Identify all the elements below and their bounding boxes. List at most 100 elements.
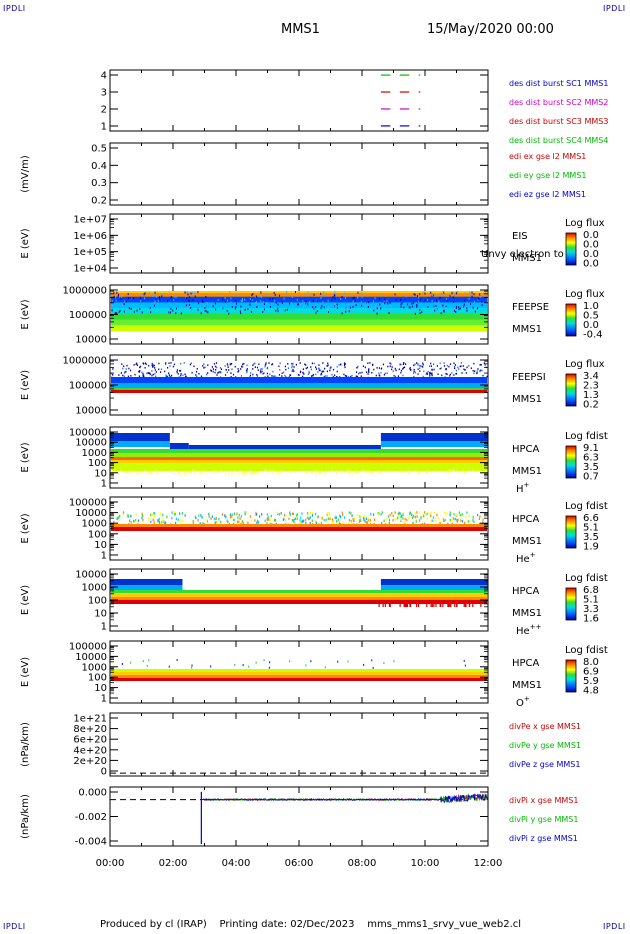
panel-1-tick-label: 0.2: [91, 196, 107, 207]
panel-5-colorbar: [565, 445, 577, 479]
panel-10-frame: [109, 786, 489, 847]
panel-7-instrument: HPCA: [512, 586, 540, 597]
panel-8-tick-label: 10000: [75, 652, 107, 663]
footer-printing-date: Printing date: 02/Dec/2023: [219, 919, 355, 930]
panel-10-legend-item: divPi x gse MMS1: [509, 796, 578, 805]
panel-5-tick-label: 1: [101, 479, 107, 490]
time-tick-label: 12:00: [474, 858, 503, 869]
panel-3-spacecraft: MMS1: [512, 324, 542, 335]
panel-2-colorbar-label: 0.0: [583, 259, 599, 270]
panel-2-instrument: EIS: [512, 231, 528, 242]
panel-6-colorbar-label: 3.5: [583, 532, 599, 543]
panel-7-tick-label: 1: [101, 622, 107, 633]
panel-7-colorbar-label: 6.8: [583, 585, 599, 596]
panel-1-frame: [109, 142, 489, 206]
panel-3-instrument: FEEPSE: [512, 302, 549, 313]
panel-9-legend-item: divPe x gse MMS1: [509, 722, 581, 731]
panel-2-tick-label: 1e+06: [73, 231, 107, 242]
panel-5-colorbar-title: Log fdist: [565, 431, 608, 442]
panel-6-colorbar-label: 5.1: [583, 523, 599, 534]
panel-8-tick-label: 10: [94, 683, 107, 694]
panel-5-tick-label: 100: [88, 458, 107, 469]
panel-2-tick-label: 1e+07: [73, 215, 107, 226]
panel-3-ylabel: E (eV): [20, 299, 31, 329]
panel-3-tick-label: 100000: [69, 310, 107, 321]
panel-5-tick-label: 10000: [75, 438, 107, 449]
panel-4-spacecraft: MMS1: [512, 394, 542, 405]
panel-8-instrument: HPCA: [512, 658, 540, 669]
panel-9-ylabel: (nPa/km): [20, 722, 31, 767]
panel-8-colorbar-label: 8.0: [583, 657, 599, 668]
panel-8-colorbar-label: 6.9: [583, 667, 599, 678]
panel-4-tick-label: 100000: [69, 381, 107, 392]
panel-2-frame: [109, 213, 489, 274]
panel-10-tick-label: -0.004: [75, 837, 107, 848]
panel-3-colorbar-label: -0.4: [583, 330, 603, 341]
panel-3-colorbar-label: 1.0: [583, 301, 599, 312]
panel-5-spacecraft: MMS1: [512, 466, 542, 477]
panel-2-tick-label: 1e+04: [73, 264, 107, 275]
panel-3-colorbar: [565, 303, 577, 337]
panel-0-tick-label: 4: [101, 71, 107, 82]
panel-4-tick-label: 1000000: [62, 356, 107, 367]
panel-8-colorbar-title: Log fdist: [565, 645, 608, 656]
panel-9-frame: [109, 712, 489, 777]
panel-6-ylabel: E (eV): [20, 513, 31, 543]
panel-3-colorbar-title: Log flux: [565, 289, 605, 300]
panel-4-colorbar-title: Log flux: [565, 359, 605, 370]
panel-4-colorbar-label: 0.2: [583, 400, 599, 411]
panel-8-colorbar-label: 4.8: [583, 686, 599, 697]
panel-5-colorbar-label: 0.7: [583, 472, 599, 483]
panel-1-tick-label: 0.3: [91, 178, 107, 189]
panel-10-tick-label: 0.000: [78, 788, 107, 799]
panel-1-tick-label: 0.5: [91, 144, 107, 155]
panel-4-ylabel: E (eV): [20, 370, 31, 400]
panel-5-colorbar-label: 6.3: [583, 453, 599, 464]
panel-6-colorbar-label: 1.9: [583, 542, 599, 553]
corner-label-top-left: IPDLI: [3, 4, 26, 13]
panel-8-tick-label: 1000: [82, 662, 107, 673]
date-title: 15/May/2020 00:00: [427, 22, 554, 37]
panel-4-colorbar-label: 3.4: [583, 371, 599, 382]
panel-3-colorbar-label: 0.5: [583, 311, 599, 322]
panel-9-tick-label: 4e+20: [73, 745, 107, 756]
panel-1-legend-item: edi ex gse l2 MMS1: [509, 152, 586, 161]
panel-0-tick-label: 3: [101, 88, 107, 99]
panel-6-instrument: HPCA: [512, 514, 540, 525]
panel-6-tick-label: 1: [101, 551, 107, 562]
panel-2-spacecraft: MMS1: [512, 253, 542, 264]
panel-6-tick-label: 100000: [69, 498, 107, 509]
panel-2-ylabel: E (eV): [20, 228, 31, 258]
panel-0-legend-item: des dist burst SC1 MMS1: [509, 79, 608, 88]
panel-7-tick-label: 10000: [75, 570, 107, 581]
panel-6-colorbar-label: 6.6: [583, 513, 599, 524]
panel-5-tick-label: 1000: [82, 448, 107, 459]
panel-6-species: He+: [516, 551, 536, 565]
panel-2-colorbar-label: 0.0: [583, 230, 599, 241]
panel-3-tick-label: 10000: [75, 335, 107, 346]
panel-7-tick-label: 100: [88, 596, 107, 607]
panel-10-tick-label: -0.002: [75, 812, 107, 823]
panel-6-tick-label: 100: [88, 529, 107, 540]
panel-5-species: H+: [516, 481, 530, 495]
panel-0-legend-item: des dist burst SC3 MMS3: [509, 117, 608, 126]
panel-4-colorbar-label: 2.3: [583, 381, 599, 392]
footer-produced-by: Produced by cl (IRAP): [100, 919, 207, 930]
panel-10-trace-2: [202, 793, 489, 804]
panel-6-colorbar: [565, 515, 577, 549]
panel-8-tick-label: 1: [101, 694, 107, 705]
panel-5-tick-label: 10: [94, 468, 107, 479]
time-tick-label: 06:00: [285, 858, 314, 869]
panel-2-colorbar-label: 0.0: [583, 240, 599, 251]
panel-9-tick-label: 1e+21: [73, 714, 107, 725]
panel-8-colorbar-label: 5.9: [583, 676, 599, 687]
panel-4-colorbar: [565, 373, 577, 407]
panel-2-overlay-text: Unvy electron to: [481, 249, 564, 260]
corner-label-bottom-right: IPDLI: [603, 922, 626, 931]
panel-0-legend-item: des dist burst SC4 MMS4: [509, 136, 608, 145]
footer-script-name: mms_mms1_srvy_vue_web2.cl: [367, 919, 522, 930]
panel-5-instrument: HPCA: [512, 444, 540, 455]
panel-7-spacecraft: MMS1: [512, 608, 542, 619]
